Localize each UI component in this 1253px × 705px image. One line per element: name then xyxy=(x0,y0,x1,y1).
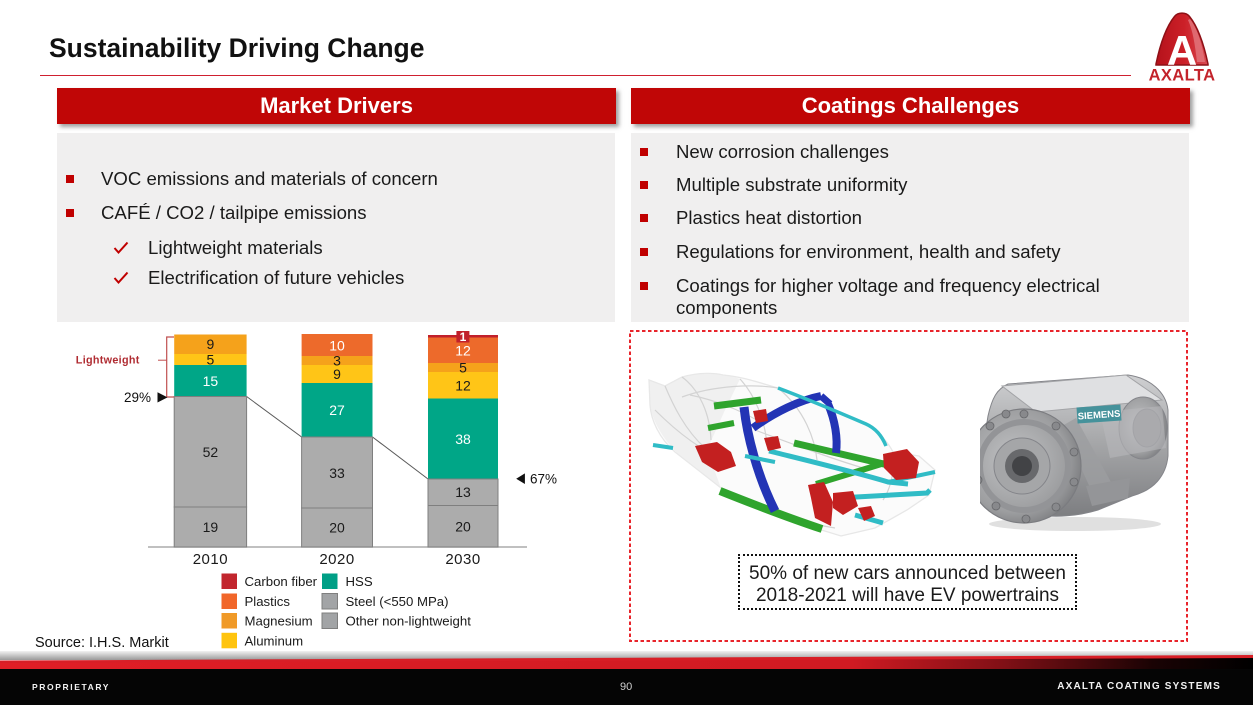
svg-text:Lightweight: Lightweight xyxy=(76,355,140,367)
svg-text:13: 13 xyxy=(455,484,471,500)
svg-text:Carbon fiber: Carbon fiber xyxy=(245,574,318,589)
svg-text:27: 27 xyxy=(329,402,345,418)
svg-text:19: 19 xyxy=(203,519,219,535)
svg-text:HSS: HSS xyxy=(346,574,373,589)
svg-text:20: 20 xyxy=(329,520,345,536)
svg-text:1: 1 xyxy=(460,330,467,344)
svg-text:29%: 29% xyxy=(124,390,151,405)
svg-text:Other non-lightweight: Other non-lightweight xyxy=(346,614,472,629)
svg-text:52: 52 xyxy=(203,444,219,460)
svg-text:9: 9 xyxy=(207,336,215,352)
svg-text:2010: 2010 xyxy=(193,551,228,568)
svg-text:67%: 67% xyxy=(530,472,557,487)
svg-text:A: A xyxy=(1167,27,1197,74)
svg-text:3: 3 xyxy=(333,353,341,369)
svg-text:10: 10 xyxy=(329,338,345,354)
svg-text:2020: 2020 xyxy=(319,551,354,568)
svg-text:33: 33 xyxy=(329,465,345,481)
svg-text:5: 5 xyxy=(207,352,215,368)
svg-text:12: 12 xyxy=(455,343,471,359)
svg-text:Steel (<550 MPa): Steel (<550 MPa) xyxy=(346,594,449,609)
svg-text:Plastics: Plastics xyxy=(245,594,291,609)
svg-text:Magnesium: Magnesium xyxy=(245,614,313,629)
svg-text:2030: 2030 xyxy=(445,551,480,568)
svg-text:15: 15 xyxy=(203,373,219,389)
svg-text:AXALTA: AXALTA xyxy=(1149,67,1216,83)
svg-text:5: 5 xyxy=(459,360,467,376)
svg-text:9: 9 xyxy=(333,366,341,382)
svg-text:12: 12 xyxy=(455,378,471,394)
svg-text:SIEMENS: SIEMENS xyxy=(1077,409,1120,423)
svg-text:20: 20 xyxy=(455,519,471,535)
svg-text:38: 38 xyxy=(455,431,471,447)
svg-text:Aluminum: Aluminum xyxy=(245,633,304,648)
